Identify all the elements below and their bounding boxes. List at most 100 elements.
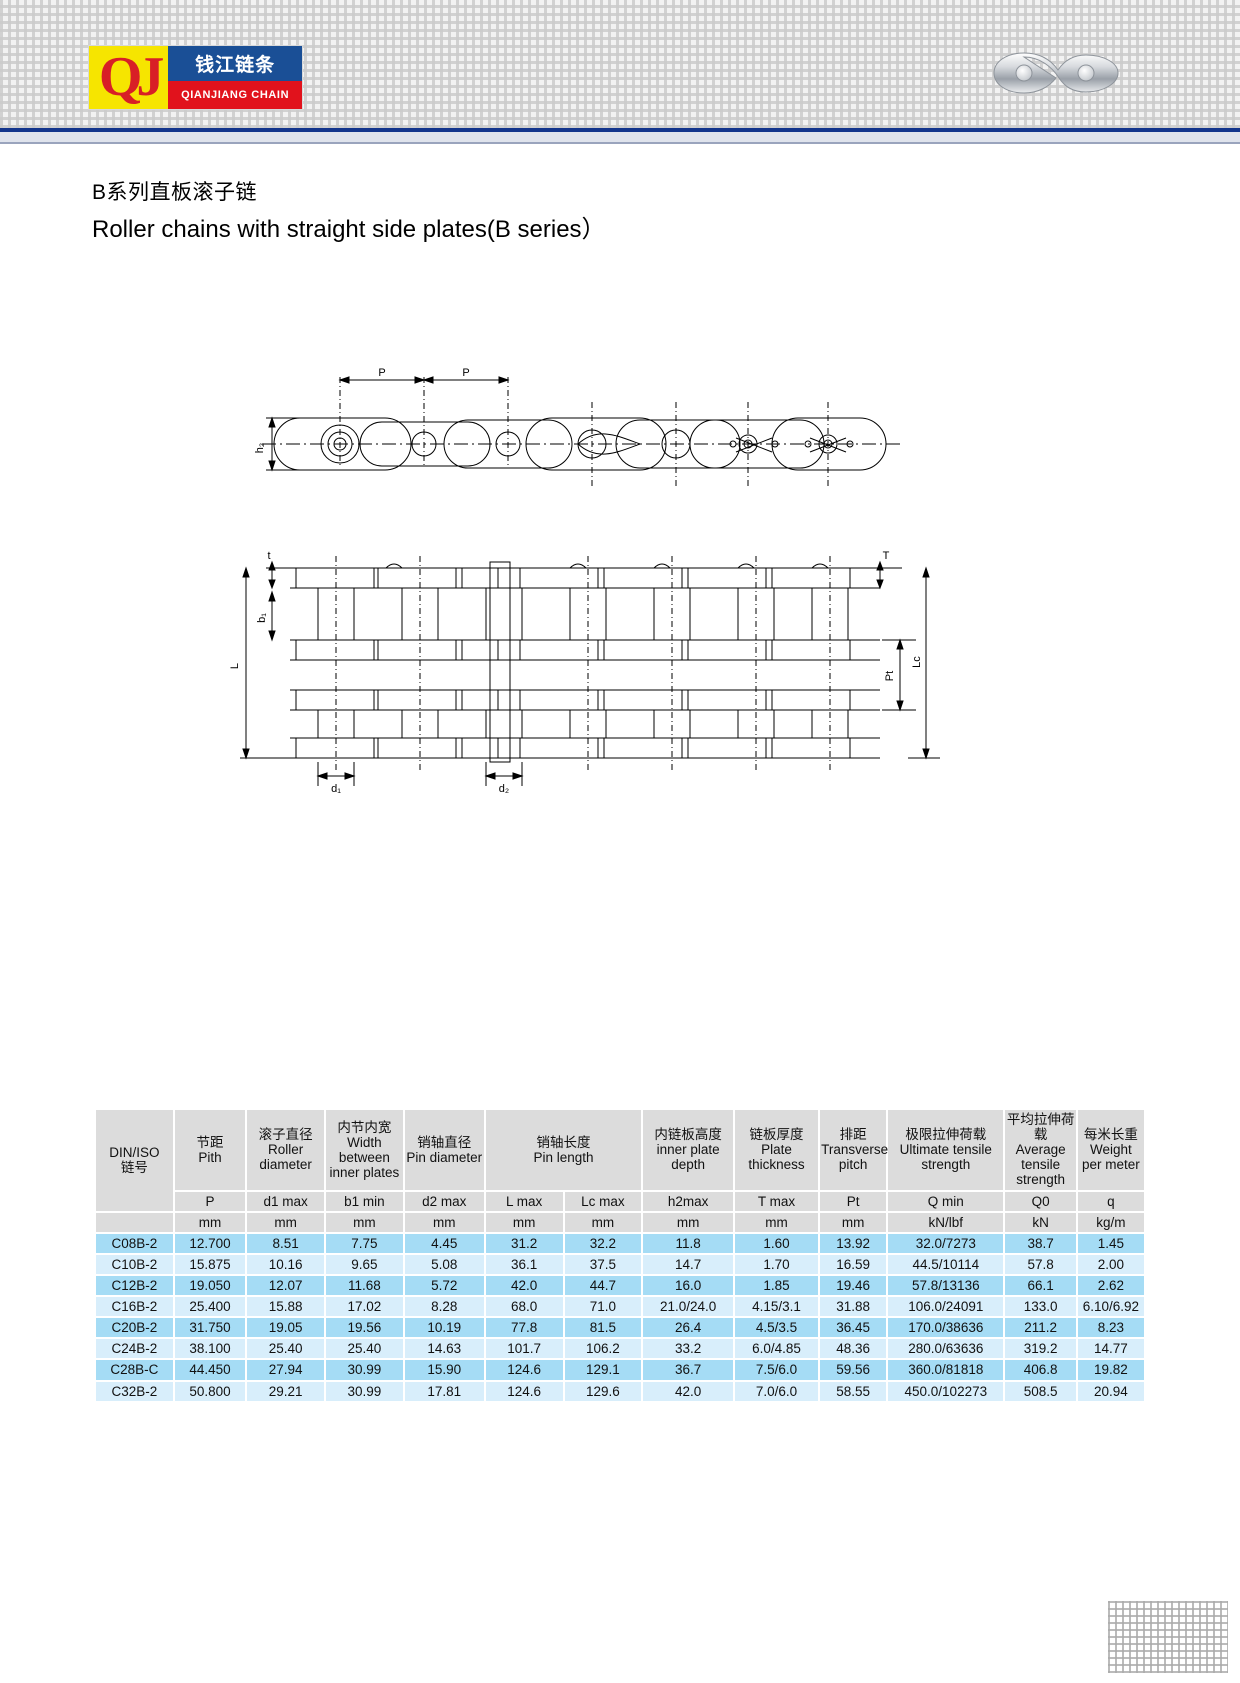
col-head-transverse-pitch-cn: 排距 (839, 1127, 867, 1143)
sym-Pt: Pt (820, 1191, 887, 1211)
cell-Q: 44.5/10114 (888, 1254, 1004, 1274)
unit-blank (96, 1212, 173, 1232)
cell-d1: 12.07 (247, 1275, 324, 1296)
col-head-inner-plate-depth-en: inner plate depth (656, 1142, 720, 1173)
cell-Lc: 37.5 (564, 1254, 642, 1274)
unit-q: kg/m (1077, 1212, 1144, 1232)
table-row: C12B-2 19.050 12.07 11.68 5.72 42.0 44.7 16.0 1.… (96, 1275, 1144, 1296)
cell-L: 42.0 (485, 1275, 563, 1296)
table-header-row-names: DIN/ISO 链号 节距 Pith 滚子直径 Roller diameter … (96, 1110, 1144, 1211)
cell-Pt: 16.59 (820, 1254, 887, 1274)
table-header-row-symbols: P d1 max b1 min d2 max L max Lc max h2ma… (96, 1191, 1144, 1211)
dim-T: T (862, 550, 902, 590)
col-head-ultimate-tensile: 极限拉伸荷载 Ultimate tensile strength (888, 1110, 1004, 1190)
cell-d2: 17.81 (404, 1381, 484, 1401)
col-head-pitch-en: Pith (198, 1149, 222, 1165)
col-head-din-iso: DIN/ISO 链号 (96, 1110, 173, 1211)
dim-Pt: Pt (882, 638, 916, 712)
sym-d2: d2 max (404, 1191, 484, 1211)
cell-chain-no: C08B-2 (96, 1233, 173, 1253)
cell-d1: 19.05 (247, 1318, 324, 1338)
col-head-roller-diameter-en: Roller diameter (259, 1142, 312, 1173)
col-head-average-tensile: 平均拉伸荷载 Average tensile strength (1005, 1110, 1076, 1190)
cell-Q0: 319.2 (1005, 1339, 1076, 1359)
col-head-din-iso-en: DIN/ISO (109, 1145, 160, 1161)
company-logo: QJ 钱江链条 QIANJIANG CHAIN (88, 45, 303, 110)
sym-h2: h2max (643, 1191, 733, 1211)
cell-P: 38.100 (174, 1339, 246, 1359)
svg-text:P: P (378, 367, 385, 379)
cell-L: 36.1 (485, 1254, 563, 1274)
cell-chain-no: C28B-C (96, 1360, 173, 1380)
svg-text:P: P (462, 367, 469, 379)
cell-h2: 42.0 (643, 1381, 733, 1401)
cell-Q0: 38.7 (1005, 1233, 1076, 1253)
top-view-link-plates (273, 417, 887, 471)
svg-text:t: t (267, 550, 270, 562)
svg-text:Pt: Pt (884, 671, 896, 681)
dim-d2: d₂ (484, 762, 524, 795)
col-head-inner-width-en: Width between inner plates (329, 1134, 400, 1180)
col-head-pin-diameter: 销轴直径 Pin diameter (404, 1110, 484, 1190)
sym-d1: d1 max (247, 1191, 324, 1211)
cell-chain-no: C20B-2 (96, 1318, 173, 1338)
col-head-inner-width: 内节内宽 Width between inner plates (325, 1110, 403, 1190)
cell-P: 12.700 (174, 1233, 246, 1253)
cell-Pt: 13.92 (820, 1233, 887, 1253)
unit-d2: mm (404, 1212, 484, 1232)
col-head-pin-length: 销轴长度 Pin length (485, 1110, 642, 1190)
logo-wordmark: 钱江链条 QIANJIANG CHAIN (168, 46, 302, 110)
dim-b1: b₁ (256, 590, 276, 642)
page-title-en: Roller chains with straight side plates(… (92, 216, 606, 243)
cell-Q0: 508.5 (1005, 1381, 1076, 1401)
cell-Q0: 66.1 (1005, 1275, 1076, 1296)
cell-Lc: 32.2 (564, 1233, 642, 1253)
svg-text:d₁: d₁ (331, 783, 341, 795)
unit-Q0: kN (1005, 1212, 1076, 1232)
col-head-ultimate-tensile-cn: 极限拉伸荷载 (905, 1127, 987, 1143)
sym-Q: Q min (888, 1191, 1004, 1211)
col-head-ultimate-tensile-en: Ultimate tensile strength (899, 1142, 992, 1173)
cell-q: 2.62 (1077, 1275, 1144, 1296)
cell-T: 1.70 (734, 1254, 819, 1274)
cell-b1: 11.68 (325, 1275, 403, 1296)
cell-Lc: 81.5 (564, 1318, 642, 1338)
cell-Q: 32.0/7273 (888, 1233, 1004, 1253)
footer-dot-pattern (1108, 1601, 1228, 1673)
cell-h2: 33.2 (643, 1339, 733, 1359)
cell-T: 1.60 (734, 1233, 819, 1253)
cell-Lc: 129.1 (564, 1360, 642, 1380)
cell-Pt: 36.45 (820, 1318, 887, 1338)
col-head-plate-thickness-cn: 链板厚度 (749, 1127, 804, 1143)
cell-L: 124.6 (485, 1381, 563, 1401)
cell-T: 7.0/6.0 (734, 1381, 819, 1401)
dim-h2: h₂ (254, 416, 300, 472)
cell-d1: 10.16 (247, 1254, 324, 1274)
cell-d2: 10.19 (404, 1318, 484, 1338)
unit-Pt: mm (820, 1212, 887, 1232)
cell-d2: 14.63 (404, 1339, 484, 1359)
svg-text:b₁: b₁ (256, 613, 268, 623)
col-head-inner-plate-depth: 内链板高度 inner plate depth (643, 1110, 733, 1190)
cell-b1: 7.75 (325, 1233, 403, 1253)
cell-P: 15.875 (174, 1254, 246, 1274)
cell-h2: 11.8 (643, 1233, 733, 1253)
col-head-pitch-cn: 节距 (196, 1134, 224, 1150)
cell-L: 101.7 (485, 1339, 563, 1359)
unit-P: mm (174, 1212, 246, 1232)
cell-b1: 17.02 (325, 1297, 403, 1317)
col-head-plate-thickness: 链板厚度 Plate thickness (734, 1110, 819, 1190)
cell-Pt: 31.88 (820, 1297, 887, 1317)
table-row: C28B-C 44.450 27.94 30.99 15.90 124.6 129.1 36.… (96, 1360, 1144, 1380)
cell-T: 6.0/4.85 (734, 1339, 819, 1359)
cell-d1: 15.88 (247, 1297, 324, 1317)
sym-Q0: Q0 (1005, 1191, 1076, 1211)
logo-name-cn: 钱江链条 (168, 46, 302, 82)
logo-name-en: QIANJIANG CHAIN (168, 81, 302, 110)
col-head-transverse-pitch-en: Transverse pitch (821, 1142, 889, 1173)
svg-text:T: T (883, 550, 890, 562)
cell-q: 6.10/6.92 (1077, 1297, 1144, 1317)
cell-T: 1.85 (734, 1275, 819, 1296)
unit-h2: mm (643, 1212, 733, 1232)
cell-P: 44.450 (174, 1360, 246, 1380)
